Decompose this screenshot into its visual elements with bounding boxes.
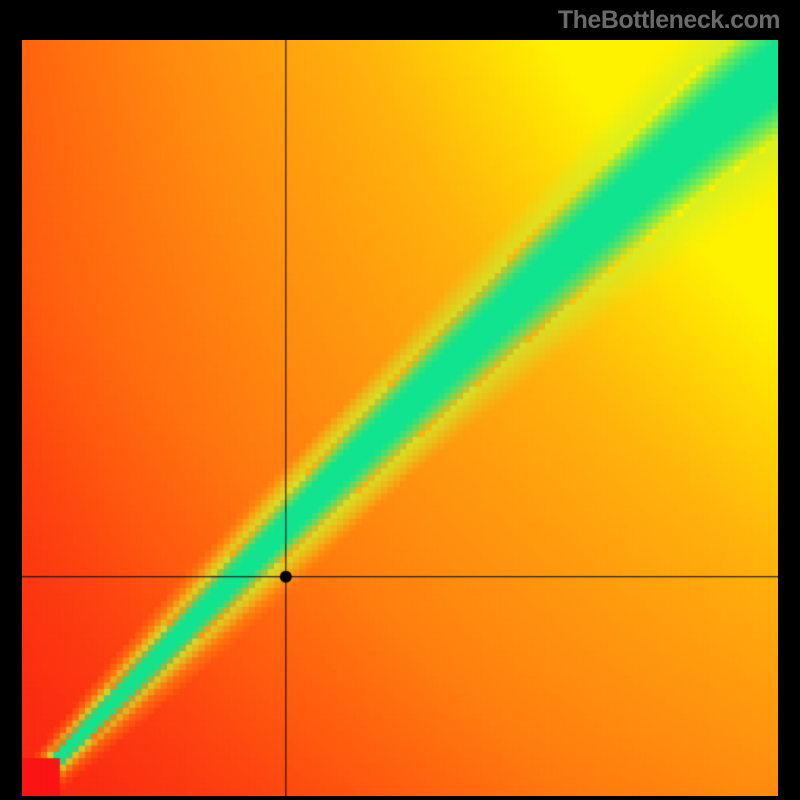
root: TheBottleneck.com	[0, 0, 800, 800]
heatmap-plot	[22, 40, 778, 796]
watermark-label: TheBottleneck.com	[558, 6, 780, 35]
heatmap-canvas	[22, 40, 778, 796]
